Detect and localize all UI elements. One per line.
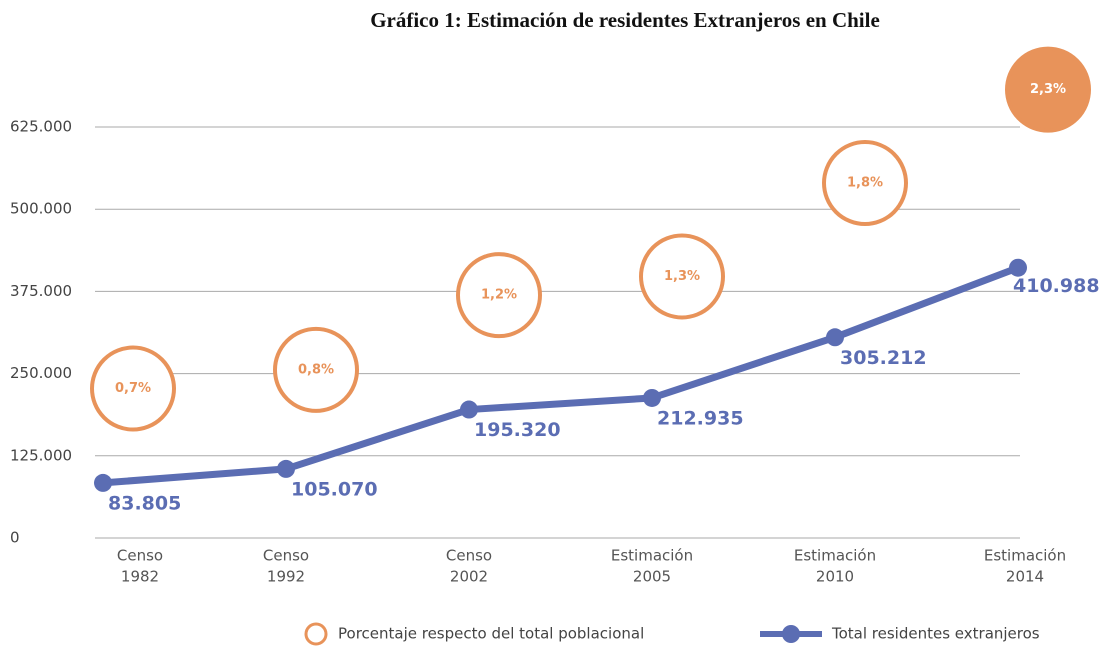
percent-bubble	[639, 233, 725, 320]
legend-symbol	[304, 622, 328, 646]
x-tick-label: Estimación	[984, 547, 1066, 565]
percent-bubble	[822, 140, 908, 227]
point	[826, 328, 844, 347]
y-tick-label: 125.000	[10, 446, 72, 464]
x-tick-label: 1992	[267, 568, 305, 586]
y-tick-label: 375.000	[10, 282, 72, 300]
x-tick-label: 2014	[1006, 568, 1044, 586]
data-label: 1,2%	[481, 288, 517, 303]
y-tick-label: 500.000	[10, 200, 72, 218]
point	[643, 388, 661, 407]
x-tick-label: 1982	[121, 568, 159, 586]
x-tick-label: Censo	[446, 547, 492, 565]
data-label: 83.805	[108, 492, 181, 514]
x-tick-label: 2010	[816, 568, 854, 586]
data-label: 2,3%	[1030, 82, 1066, 97]
y-tick-label: 625.000	[10, 118, 72, 136]
x-tick-label: Censo	[117, 547, 163, 565]
x-tick-label: Censo	[263, 547, 309, 565]
series-line	[102, 264, 1020, 487]
point	[277, 459, 295, 478]
point	[1009, 258, 1027, 277]
legend-label: Total residentes extranjeros	[831, 625, 1040, 643]
data-label: 305.212	[840, 347, 927, 369]
legend-label: Porcentaje respecto del total poblaciona…	[338, 625, 644, 643]
point	[94, 473, 112, 492]
percent-bubble	[456, 252, 542, 339]
x-tick-label: Estimación	[794, 547, 876, 565]
legend-symbol	[782, 625, 800, 643]
data-label: 195.320	[474, 419, 561, 441]
data-label: 105.070	[291, 478, 378, 500]
y-tick-label: 250.000	[10, 364, 72, 382]
x-tick-label: 2002	[450, 568, 488, 586]
chart-title: Gráfico 1: Estimación de residentes Extr…	[370, 8, 880, 32]
x-tick-label: Estimación	[611, 547, 693, 565]
data-label: 0,8%	[298, 362, 334, 377]
point	[460, 400, 478, 419]
data-label: 0,7%	[115, 381, 151, 396]
y-tick-label: 0	[10, 529, 20, 547]
percent-bubble	[273, 326, 359, 413]
data-label: 1,3%	[664, 269, 700, 284]
x-tick-label: 2005	[633, 568, 671, 586]
data-label: 212.935	[657, 407, 744, 429]
data-label: 1,8%	[847, 176, 883, 191]
percent-bubble	[1005, 46, 1091, 133]
data-label: 410.988	[1013, 275, 1100, 297]
percent-bubble	[90, 345, 176, 432]
